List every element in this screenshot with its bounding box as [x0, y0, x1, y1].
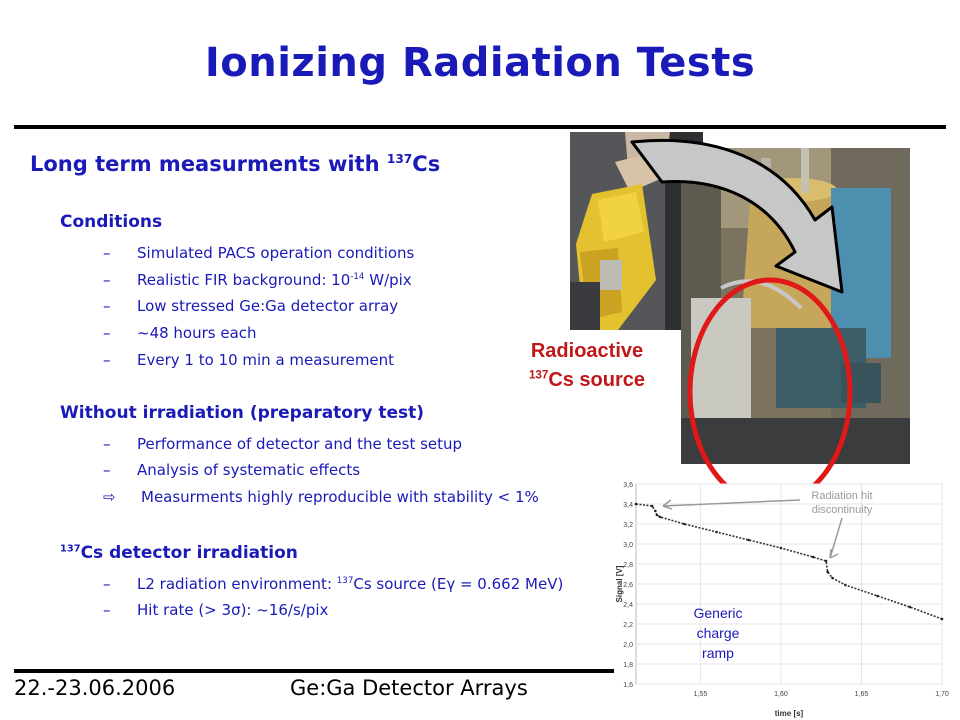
subtitle-text: Long term measurments with [30, 152, 387, 176]
data-point [650, 504, 654, 508]
data-point [824, 559, 828, 563]
annotation-text-line2: discontinuity [812, 504, 873, 516]
data-point [747, 538, 751, 542]
heading-sup: 137 [60, 543, 81, 555]
heading-text: Cs detector irradiation [80, 543, 298, 563]
y-tick-label: 2,6 [623, 582, 633, 589]
arrow-marker-icon: ⇨ [103, 488, 116, 506]
x-tick-label: 1,55 [694, 691, 708, 698]
data-point [715, 530, 718, 534]
bullet-marker: – [103, 297, 111, 315]
bullet-text: Low stressed Ge:Ga detector array [137, 297, 399, 315]
x-tick-label: 1,70 [935, 691, 949, 698]
data-point [844, 583, 847, 587]
bullet-text-after: W/pix [364, 271, 412, 289]
annotation-arrow-1 [662, 499, 801, 510]
heading-conditions: Conditions [60, 212, 163, 232]
test-setup-photo [681, 148, 910, 464]
bullet-text: Every 1 to 10 min a measurement [137, 351, 395, 369]
chart-grid [636, 483, 943, 685]
bullet-marker: – [103, 575, 111, 593]
heading-preparatory-test: Without irradiation (preparatory test) [60, 403, 425, 423]
title-divider [14, 125, 946, 129]
subtitle-isotope-sup: 137 [386, 152, 413, 166]
y-tick-label: 3,4 [623, 502, 633, 509]
footer-title: Ge:Ga Detector Arrays [290, 676, 528, 700]
bullet-text-main: Realistic FIR background: 10 [137, 271, 351, 289]
bullet-marker: – [103, 271, 111, 289]
source-label-sup: 137 [528, 368, 549, 382]
data-point [826, 570, 829, 574]
bullet-text: L2 radiation environment: 137Cs source (… [137, 575, 563, 593]
chart-label-line2: charge [696, 625, 740, 641]
data-point [940, 617, 944, 621]
heading-irradiation: 137Cs detector irradiation [60, 543, 298, 563]
bullet-sup: 137 [336, 576, 354, 586]
y-tick-label: 3,2 [623, 522, 633, 529]
data-point [876, 594, 879, 598]
data-point [655, 513, 659, 517]
y-tick-labels: 1,6 1,8 2,0 2,2 2,4 2,6 2,8 3,0 3,2 3,4 3,6 [623, 482, 633, 689]
slide-title: Ionizing Radiation Tests [204, 40, 756, 86]
bullet-marker: – [103, 435, 111, 453]
source-highlight-ellipse [687, 277, 853, 507]
data-point [683, 522, 686, 526]
bullet-text-after: Cs source (Eγ = 0.662 MeV) [353, 575, 564, 593]
x-tick-labels: 1,55 1,60 1,65 1,70 [694, 691, 949, 698]
y-tick-label: 2,2 [623, 622, 633, 629]
bullet-text: Performance of detector and the test set… [137, 435, 463, 453]
data-point [831, 576, 834, 580]
x-tick-label: 1,65 [855, 691, 869, 698]
y-tick-label: 2,8 [623, 562, 633, 569]
annotation-text-line1: Radiation hit [811, 490, 872, 502]
y-tick-label: 1,8 [623, 662, 633, 669]
y-axis-label: Signal [V] [615, 565, 624, 602]
y-tick-label: 3,6 [623, 482, 633, 489]
source-label: Radioactive 137Cs source [512, 337, 662, 395]
data-point [811, 555, 815, 559]
source-label-text: Cs source [548, 369, 646, 391]
bullet-text: Hit rate (> 3σ): ~16/s/pix [137, 601, 329, 619]
bullet-text: Analysis of systematic effects [137, 461, 361, 479]
source-label-line2: 137Cs source [512, 366, 662, 395]
chart-label: Generic charge ramp [680, 603, 756, 663]
bullet-text: Measurments highly reproducible with sta… [141, 488, 539, 506]
bullet-text: Simulated PACS operation conditions [137, 244, 415, 262]
bullet-text: ~48 hours each [137, 324, 257, 342]
data-point [654, 509, 657, 513]
annotation-arrow-2 [829, 517, 843, 559]
bullet-sup: -14 [350, 272, 365, 282]
curved-arrow-icon [630, 138, 844, 294]
data-point [908, 605, 912, 609]
subtitle-isotope: Cs [412, 152, 441, 176]
bullet-text-main: L2 radiation environment: [137, 575, 337, 593]
y-tick-label: 1,6 [623, 682, 633, 689]
bullet-marker: – [103, 461, 111, 479]
y-tick-label: 2,4 [623, 602, 633, 609]
footer-divider [14, 669, 614, 673]
section-subtitle: Long term measurments with 137Cs [30, 152, 440, 176]
signal-points [634, 502, 944, 621]
x-tick-label: 1,60 [774, 691, 788, 698]
data-point [634, 502, 638, 506]
data-point [779, 546, 783, 550]
bullet-text: Realistic FIR background: 10-14 W/pix [137, 271, 412, 289]
charge-ramp-chart: 1,61,82,02,22,42,62,83,03,23,43,6 1,55 1,… [615, 482, 949, 718]
bullet-marker: – [103, 244, 111, 262]
bullet-marker: – [103, 324, 111, 342]
chart-label-line3: ramp [702, 645, 734, 661]
bullet-marker: – [103, 601, 111, 619]
x-axis-label: time [s] [775, 709, 804, 718]
y-tick-label: 3,0 [623, 542, 633, 549]
data-point [658, 515, 662, 519]
y-tick-label: 2,0 [623, 642, 633, 649]
chart-label-line1: Generic [693, 605, 743, 621]
footer-date: 22.-23.06.2006 [14, 676, 176, 700]
source-label-line1: Radioactive [530, 340, 644, 362]
bullet-marker: – [103, 351, 111, 369]
